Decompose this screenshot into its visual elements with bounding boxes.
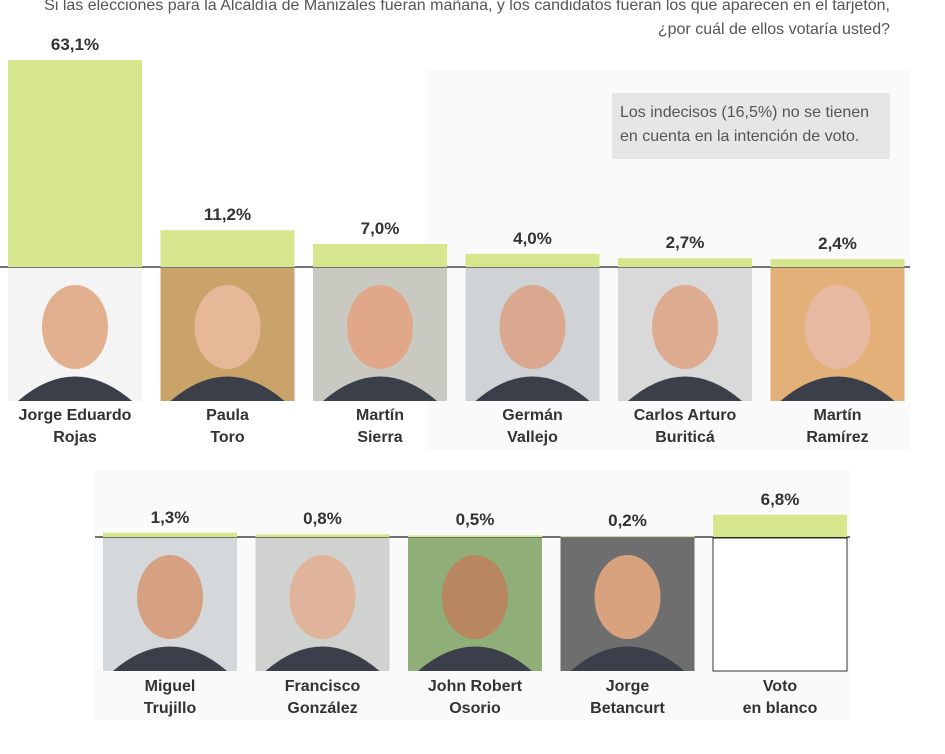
category-label: Paula Toro xyxy=(206,407,249,446)
photo-shoulders xyxy=(265,646,380,671)
photo-shoulders xyxy=(475,376,590,401)
bar xyxy=(465,253,600,267)
bar xyxy=(408,535,542,537)
category-label: Martín Sierra xyxy=(356,407,404,446)
value-label: 2,7% xyxy=(665,233,705,253)
photo-shoulders xyxy=(170,376,285,401)
bar xyxy=(560,536,695,537)
value-label: 63,1% xyxy=(50,35,100,55)
photo-face xyxy=(194,285,261,369)
category-label: Carlos Arturo Buriticá xyxy=(633,407,737,446)
category-label: Miguel Trujillo xyxy=(143,678,197,717)
photo-face xyxy=(137,555,203,639)
photo-shoulders xyxy=(570,646,685,671)
bar xyxy=(713,514,847,537)
bar xyxy=(770,259,905,267)
photo-shoulders xyxy=(323,376,437,401)
category-label: Martín Ramírez xyxy=(806,407,869,446)
bar xyxy=(255,534,390,537)
photo-shoulders xyxy=(418,646,532,671)
bar xyxy=(618,258,752,267)
value-label: 4,0% xyxy=(513,228,552,248)
value-label: 1,3% xyxy=(150,507,190,527)
category-label: Germán Vallejo xyxy=(502,407,563,446)
bar xyxy=(160,230,295,267)
category-label: Voto en blanco xyxy=(742,678,818,717)
bar xyxy=(313,244,447,267)
value-label: 0,8% xyxy=(303,509,342,529)
photo-face xyxy=(804,285,871,369)
value-label: 6,8% xyxy=(760,489,800,509)
photo-shoulders xyxy=(780,376,895,401)
value-label: 0,5% xyxy=(455,510,495,530)
value-label: 7,0% xyxy=(360,219,400,239)
photo-face xyxy=(42,285,108,369)
photo-face xyxy=(594,555,661,639)
photo-shoulders xyxy=(18,376,132,401)
photo-face xyxy=(442,555,508,639)
bar xyxy=(103,532,237,537)
category-label: John Robert Osorio xyxy=(427,678,523,717)
value-label: 2,4% xyxy=(818,234,857,254)
photo-face xyxy=(652,285,718,369)
category-label: Jorge Betancurt xyxy=(590,678,665,717)
photo-face xyxy=(347,285,413,369)
value-label: 0,2% xyxy=(608,511,647,531)
photo xyxy=(712,537,848,672)
photo-shoulders xyxy=(113,646,227,671)
category-label: Jorge Eduardo Rojas xyxy=(18,407,132,446)
bar xyxy=(8,60,142,268)
chart-title: Si las elecciones para la Alcaldía de Ma… xyxy=(44,0,890,38)
value-label: 11,2% xyxy=(203,205,252,225)
photo-face xyxy=(289,555,356,639)
annotation: Los indecisos (16,5%) no se tienen en cu… xyxy=(612,93,890,159)
category-label: Francisco González xyxy=(284,678,361,717)
photo-shoulders xyxy=(628,376,742,401)
photo-face xyxy=(499,285,566,369)
